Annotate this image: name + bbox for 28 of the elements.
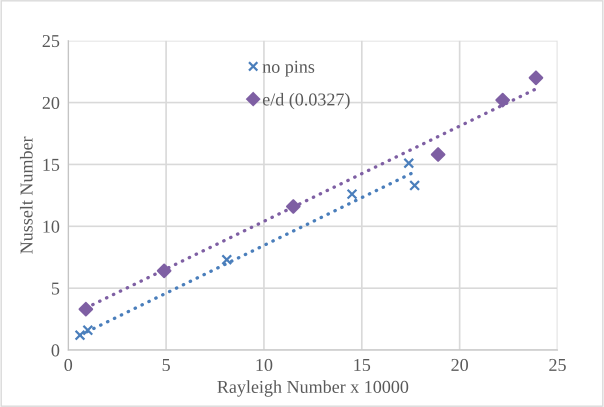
- point: [495, 92, 510, 108]
- point: [156, 264, 172, 278]
- point: [430, 147, 446, 162]
- point: [78, 302, 94, 317]
- point: [286, 199, 301, 214]
- x-tick-label: 15: [354, 358, 370, 372]
- y-tick-label: 20: [42, 96, 60, 110]
- x-tick-label: 5: [162, 359, 170, 372]
- y-tick-label: 5: [52, 282, 60, 295]
- legend-label: e/d (0.0327): [262, 92, 350, 110]
- point: [403, 158, 414, 169]
- point: [528, 70, 544, 86]
- x-tick-label: 0: [64, 358, 72, 372]
- x-axis-title: Rayleigh Number x 10000: [217, 380, 408, 397]
- y-tick-label: 0: [52, 344, 60, 356]
- x-tick-label: 20: [451, 358, 468, 372]
- point: [74, 330, 86, 341]
- x-tick-label: 25: [549, 358, 566, 372]
- x-tick-label: 10: [256, 358, 272, 372]
- point: [82, 324, 94, 336]
- y-axis-title: Nusselt Number: [20, 136, 33, 254]
- point: [346, 188, 358, 200]
- y-tick-label: 10: [43, 220, 60, 233]
- legend-label: no pins: [262, 60, 314, 77]
- point: [221, 254, 232, 266]
- y-tick-label: 15: [43, 158, 60, 171]
- y-tick-label: 25: [42, 35, 60, 48]
- point: [409, 180, 420, 191]
